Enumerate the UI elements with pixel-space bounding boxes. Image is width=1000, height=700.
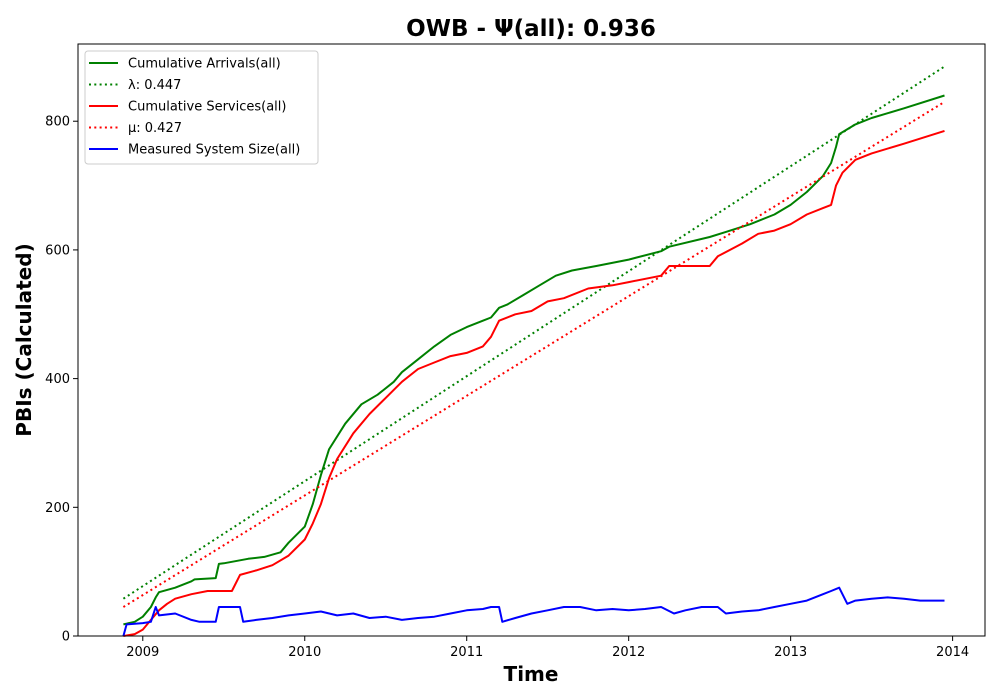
y-tick-label: 400 (45, 372, 70, 387)
legend-label: Cumulative Arrivals(all) (128, 57, 281, 72)
y-axis: 0 200 400 600 800 (45, 115, 78, 645)
legend-label: Cumulative Services(all) (128, 100, 286, 115)
y-tick-label: 800 (45, 115, 70, 130)
series-line-1 (123, 94, 945, 626)
legend-label: μ: 0.427 (128, 121, 182, 136)
legend-label: λ: 0.447 (128, 78, 181, 93)
legend: Cumulative Arrivals(all) λ: 0.447 Cumulati… (84, 50, 319, 165)
y-tick-label: 0 (62, 630, 70, 645)
series-line-4 (122, 101, 946, 608)
x-tick-label: 2011 (450, 645, 483, 660)
plot-area (122, 65, 946, 637)
x-axis: 2009 2010 2011 2012 2013 2014 (126, 636, 969, 660)
y-tick-label: 200 (45, 501, 70, 516)
x-tick-label: 2012 (612, 645, 645, 660)
x-tick-label: 2010 (288, 645, 321, 660)
series-line-3 (123, 129, 945, 637)
legend-label: Measured System Size(all) (128, 143, 300, 158)
y-axis-title: PBIs (Calculated) (12, 243, 36, 436)
legend-box (84, 50, 319, 165)
series-line-5 (122, 586, 945, 637)
x-tick-label: 2009 (126, 645, 159, 660)
y-tick-label: 600 (45, 243, 70, 258)
plot-frame (77, 43, 986, 637)
x-tick-label: 2014 (936, 645, 969, 660)
x-tick-label: 2013 (774, 645, 807, 660)
chart-title: OWB - Ψ(all): 0.936 (406, 16, 656, 42)
series-line-2 (122, 65, 946, 600)
x-axis-title: Time (504, 662, 559, 686)
